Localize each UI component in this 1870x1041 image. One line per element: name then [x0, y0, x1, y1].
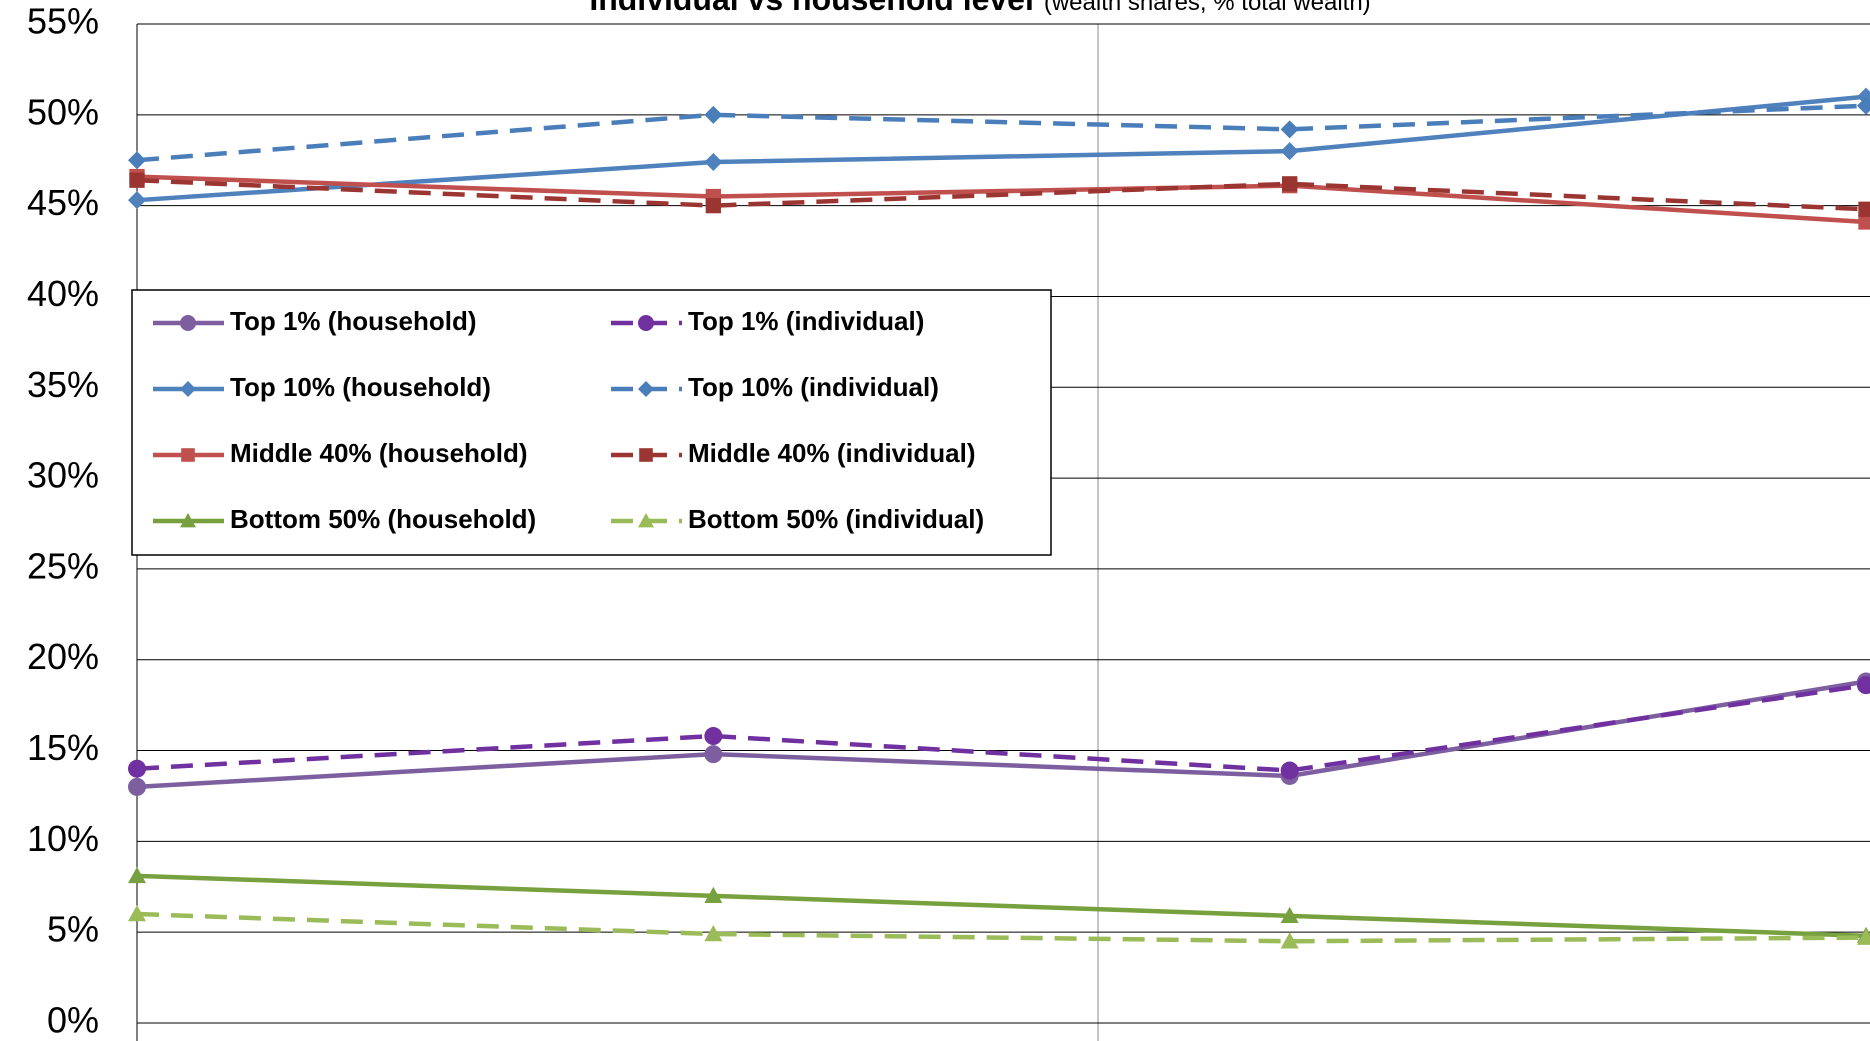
- y-tick-label: 5%: [47, 909, 99, 950]
- legend-marker: [638, 315, 654, 331]
- legend-marker: [638, 381, 654, 397]
- point: [704, 924, 723, 942]
- point: [704, 886, 723, 904]
- chart-title: Individual vs household level: [589, 0, 1034, 17]
- y-tick-label: 45%: [27, 182, 99, 223]
- point: [128, 759, 146, 778]
- series-line: [136, 174, 1867, 225]
- y-tick-label: 55%: [27, 1, 99, 42]
- legend-label: Bottom 50% (household): [230, 504, 536, 534]
- legend-marker: [180, 513, 196, 528]
- legend-label: Top 1% (individual): [688, 306, 924, 336]
- legend-label: Bottom 50% (individual): [688, 504, 984, 534]
- y-tick-label: 20%: [27, 636, 99, 677]
- y-tick-label: 25%: [27, 545, 99, 586]
- legend-label: Top 1% (household): [230, 306, 477, 336]
- series-line: [136, 873, 1867, 939]
- y-tick-label: 0%: [47, 1000, 99, 1041]
- y-tick-label: 35%: [27, 364, 99, 405]
- point: [128, 151, 146, 170]
- series-line: [136, 911, 1867, 944]
- legend-marker: [638, 513, 654, 528]
- series-line: [136, 94, 1867, 203]
- point: [1280, 142, 1299, 161]
- point: [1858, 214, 1870, 230]
- point: [128, 191, 146, 210]
- y-tick-label: 50%: [27, 91, 99, 132]
- y-tick-label: 10%: [27, 818, 99, 859]
- point: [1280, 932, 1299, 949]
- legend-marker: [180, 315, 196, 331]
- point: [705, 197, 721, 214]
- legend-box: [131, 289, 1052, 556]
- legend-label: Top 10% (household): [230, 372, 491, 402]
- point: [1282, 176, 1298, 192]
- y-tick-label: 15%: [27, 727, 99, 768]
- point: [1280, 120, 1299, 139]
- point: [1857, 96, 1870, 115]
- point: [1280, 906, 1299, 924]
- point: [1857, 676, 1870, 695]
- chart-title-group: Individual vs household level (wealth sha…: [589, 0, 1370, 17]
- chart-subtitle: (wealth shares, % total wealth): [1044, 0, 1371, 16]
- y-tick-label: 40%: [27, 273, 99, 314]
- point: [129, 172, 145, 188]
- point: [704, 105, 723, 124]
- point: [128, 777, 146, 796]
- point: [128, 866, 146, 884]
- legend: Top 1% (household) Top 1% (individual) Top…: [131, 289, 1052, 556]
- point: [704, 745, 723, 764]
- series-line: [136, 682, 1867, 773]
- legend-marker: [180, 381, 196, 397]
- legend-label: Top 10% (individual): [688, 372, 939, 402]
- y-tick-label: 30%: [27, 455, 99, 496]
- point: [1280, 761, 1299, 780]
- point: [704, 153, 723, 172]
- series-line: [136, 177, 1867, 212]
- legend-marker: [181, 448, 195, 462]
- point: [128, 905, 146, 922]
- legend-marker: [639, 448, 653, 462]
- legend-label: Middle 40% (individual): [688, 438, 975, 468]
- point: [1858, 201, 1870, 217]
- point: [704, 727, 723, 746]
- legend-label: Middle 40% (household): [230, 438, 528, 468]
- series-line: [136, 679, 1867, 790]
- series-line: [136, 103, 1867, 163]
- point: [1857, 928, 1870, 945]
